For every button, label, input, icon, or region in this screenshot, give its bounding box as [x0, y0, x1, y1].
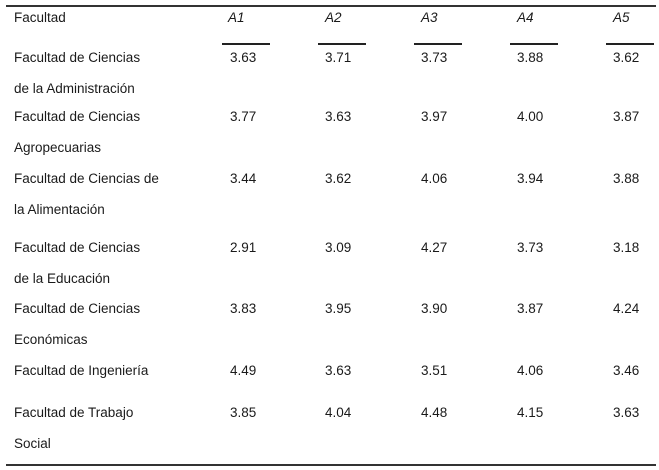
row-faculty-name-line: la Alimentación [14, 202, 105, 217]
cell-a5: 4.24 [613, 301, 640, 316]
cell-a4: 3.94 [517, 171, 544, 186]
header-underline-a1 [222, 43, 270, 45]
cell-a2: 3.09 [325, 240, 352, 255]
cell-a3: 3.51 [421, 363, 448, 378]
row-faculty-name-line: Facultad de Ingeniería [14, 363, 149, 378]
cell-a4: 4.15 [517, 405, 544, 420]
header-underline-a5 [606, 43, 654, 45]
row-faculty-name-line: Facultad de Ciencias [14, 301, 141, 316]
cell-a3: 4.48 [421, 405, 448, 420]
cell-a2: 3.71 [325, 50, 352, 65]
cell-a2: 4.04 [325, 405, 352, 420]
cell-a3: 4.06 [421, 171, 448, 186]
header-col-a2: A2 [325, 10, 342, 25]
cell-a1: 2.91 [230, 240, 257, 255]
cell-a2: 3.63 [325, 363, 352, 378]
cell-a1: 3.63 [230, 50, 257, 65]
header-underline-a2 [318, 43, 366, 45]
row-faculty-name-line: Facultad de Ciencias [14, 240, 141, 255]
header-col-a3: A3 [421, 10, 438, 25]
row-faculty-name: Facultad de Ciencias de la Administración [14, 42, 214, 104]
header-col-a1: A1 [228, 10, 245, 25]
cell-a4: 4.00 [517, 109, 544, 124]
cell-a3: 3.90 [421, 301, 448, 316]
header-facultad: Facultad [14, 10, 66, 25]
table-bottom-rule [6, 464, 656, 466]
row-faculty-name: Facultad de Ciencias Económicas [14, 293, 214, 355]
cell-a3: 3.73 [421, 50, 448, 65]
row-faculty-name-line: de la Educación [14, 271, 111, 286]
cell-a1: 3.77 [230, 109, 257, 124]
row-faculty-name-line: Económicas [14, 332, 88, 347]
row-faculty-name: Facultad de Ciencias de la Educación [14, 232, 214, 294]
cell-a3: 3.97 [421, 109, 448, 124]
row-faculty-name-line: Facultad de Ciencias [14, 109, 141, 124]
cell-a2: 3.62 [325, 171, 352, 186]
row-faculty-name: Facultad de Ingeniería [14, 355, 214, 386]
row-faculty-name: Facultad de Ciencias de la Alimentación [14, 163, 214, 225]
row-faculty-name-line: de la Administración [14, 81, 135, 96]
cell-a1: 3.85 [230, 405, 257, 420]
header-col-a5: A5 [613, 10, 630, 25]
header-underline-a4 [510, 43, 558, 45]
cell-a2: 3.63 [325, 109, 352, 124]
row-faculty-name-line: Facultad de Ciencias [14, 50, 141, 65]
row-faculty-name-line: Facultad de Trabajo [14, 405, 134, 420]
header-underline-a3 [414, 43, 462, 45]
row-faculty-name: Facultad de Trabajo Social [14, 397, 214, 459]
cell-a2: 3.95 [325, 301, 352, 316]
cell-a4: 3.87 [517, 301, 544, 316]
row-faculty-name-line: Agropecuarias [14, 140, 102, 155]
cell-a1: 3.83 [230, 301, 257, 316]
row-faculty-name-line: Social [14, 436, 51, 451]
cell-a1: 4.49 [230, 363, 257, 378]
cell-a5: 3.63 [613, 405, 640, 420]
row-faculty-name: Facultad de Ciencias Agropecuarias [14, 101, 214, 163]
cell-a5: 3.88 [613, 171, 640, 186]
cell-a5: 3.18 [613, 240, 640, 255]
cell-a4: 3.88 [517, 50, 544, 65]
cell-a3: 4.27 [421, 240, 448, 255]
cell-a1: 3.44 [230, 171, 257, 186]
cell-a4: 3.73 [517, 240, 544, 255]
header-col-a4: A4 [517, 10, 534, 25]
table-top-rule [6, 5, 656, 7]
cell-a5: 3.62 [613, 50, 640, 65]
cell-a5: 3.46 [613, 363, 640, 378]
row-faculty-name-line: Facultad de Ciencias de [14, 171, 159, 186]
cell-a5: 3.87 [613, 109, 640, 124]
cell-a4: 4.06 [517, 363, 544, 378]
